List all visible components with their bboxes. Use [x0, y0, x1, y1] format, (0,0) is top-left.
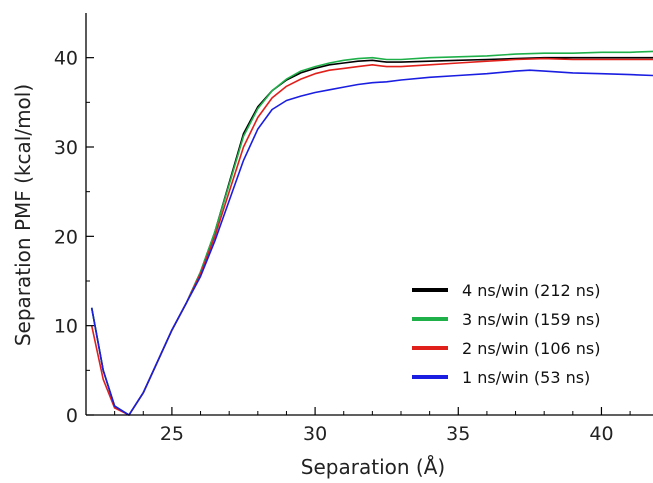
series-line-2: [90, 50, 653, 416]
x-axis-label: Separation (Å): [301, 455, 445, 479]
x-tick-label: 35: [446, 423, 470, 445]
series-line-1: [90, 56, 653, 416]
legend-label-2: 3 ns/win (159 ns): [462, 310, 600, 329]
legend: 4 ns/win (212 ns) 3 ns/win (159 ns) 2 ns/w…: [412, 281, 600, 387]
legend-label-3: 2 ns/win (106 ns): [462, 339, 600, 358]
series-layer: [90, 50, 653, 416]
axes-layer: [85, 13, 653, 416]
y-axis-label: Separation PMF (kcal/mol): [11, 84, 35, 346]
series-line-3: [90, 57, 653, 416]
x-tick-label: 40: [589, 423, 613, 445]
y-tick-label: 30: [54, 137, 78, 159]
y-tick-label: 40: [54, 48, 78, 70]
x-tick-label: 30: [303, 423, 327, 445]
y-tick-label: 10: [54, 316, 78, 338]
x-tick-label: 25: [160, 423, 184, 445]
y-tick-label: 0: [66, 405, 78, 427]
series-line-4: [90, 69, 653, 416]
legend-label-4: 1 ns/win (53 ns): [462, 368, 590, 387]
tick-layer: 25 30 35 40 0 10 20 30 40: [54, 48, 631, 445]
y-tick-label: 20: [54, 226, 78, 248]
legend-label-1: 4 ns/win (212 ns): [462, 281, 600, 300]
